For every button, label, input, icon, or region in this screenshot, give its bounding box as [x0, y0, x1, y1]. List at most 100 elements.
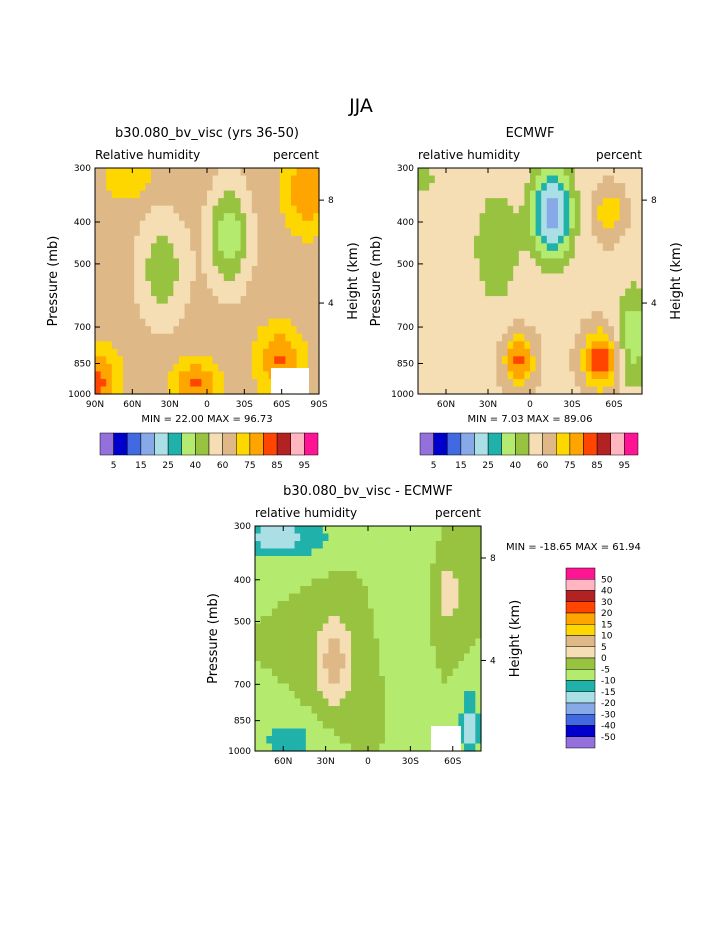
field-cell	[207, 356, 214, 365]
field-cell	[541, 356, 548, 365]
field-cell	[263, 348, 270, 357]
field-cell	[373, 728, 380, 737]
field-cell	[541, 198, 548, 207]
field-cell	[591, 220, 598, 229]
field-cell	[305, 586, 313, 595]
field-cell	[139, 265, 146, 275]
field-cell	[630, 348, 637, 357]
colorbar-swatch	[624, 432, 639, 456]
field-cell	[307, 371, 314, 380]
field-cell	[574, 386, 581, 395]
field-cell	[546, 303, 553, 312]
field-cell	[597, 371, 604, 380]
field-cell	[390, 721, 397, 730]
field-cell	[569, 243, 576, 252]
field-cell	[591, 303, 598, 312]
field-cell	[569, 205, 576, 214]
field-cell	[294, 676, 301, 685]
field-cell	[311, 743, 318, 752]
field-cell	[268, 326, 275, 335]
field-cell	[390, 526, 397, 535]
field-cell	[313, 326, 320, 335]
field-cell	[266, 623, 273, 632]
field-cell	[266, 653, 273, 662]
field-cell	[240, 250, 247, 259]
field-cell	[151, 228, 158, 237]
field-cell	[490, 198, 497, 207]
contour-field	[95, 168, 320, 395]
field-cell	[373, 526, 380, 535]
field-cell	[274, 235, 281, 244]
field-cell	[619, 386, 626, 395]
field-cell	[302, 205, 309, 214]
field-cell	[201, 190, 208, 199]
field-cell	[502, 311, 509, 320]
field-cell	[240, 198, 247, 207]
field-cell	[123, 378, 130, 388]
field-cell	[167, 281, 174, 290]
field-cell	[362, 736, 369, 745]
field-cell	[195, 190, 202, 199]
field-cell	[260, 676, 267, 685]
field-cell	[195, 273, 202, 282]
field-cell	[156, 273, 163, 282]
field-cell	[447, 586, 454, 595]
field-cell	[490, 296, 497, 305]
field-cell	[580, 198, 587, 207]
field-cell	[485, 281, 492, 290]
field-cell	[418, 273, 425, 282]
field-cell	[569, 175, 576, 184]
field-cell	[423, 348, 430, 357]
y2-tick-label: 8	[328, 196, 334, 206]
field-cell	[162, 258, 169, 267]
field-cell	[296, 228, 303, 237]
field-cell	[586, 341, 593, 350]
field-cell	[307, 303, 314, 312]
field-cell	[373, 631, 380, 640]
field-cell	[474, 273, 481, 282]
field-cell	[468, 198, 475, 207]
field-cell	[255, 736, 262, 745]
field-cell	[390, 541, 397, 550]
field-cell	[305, 608, 313, 617]
field-cell	[447, 698, 454, 707]
field-cell	[134, 198, 141, 207]
field-cell	[117, 190, 124, 199]
field-cell	[435, 556, 443, 565]
field-cell	[451, 265, 458, 275]
field-cell	[128, 311, 135, 320]
field-cell	[218, 311, 225, 320]
field-cell	[277, 623, 284, 632]
field-cell	[288, 556, 296, 565]
field-cell	[339, 616, 346, 625]
field-cell	[597, 243, 604, 252]
field-cell	[630, 318, 637, 327]
field-cell	[563, 258, 570, 267]
field-cell	[212, 326, 219, 335]
field-cell	[474, 183, 481, 192]
field-cell	[257, 341, 264, 350]
field-cell	[407, 571, 414, 580]
field-cell	[407, 736, 414, 745]
field-cell	[123, 175, 130, 184]
field-cell	[128, 296, 135, 305]
field-cell	[513, 333, 520, 342]
field-cell	[334, 541, 341, 550]
y-axis-label: Pressure (mb)	[206, 593, 221, 684]
field-cell	[229, 386, 236, 395]
field-cell	[285, 273, 292, 282]
field-cell	[423, 326, 430, 335]
field-cell	[134, 220, 141, 229]
field-cell	[212, 378, 219, 388]
field-cell	[151, 265, 158, 275]
field-cell	[580, 311, 587, 320]
field-cell	[518, 220, 525, 229]
field-cell	[446, 220, 453, 229]
field-cell	[441, 646, 448, 655]
field-cell	[468, 183, 475, 192]
field-cell	[563, 318, 570, 327]
field-cell	[167, 250, 174, 259]
field-cell	[469, 691, 476, 700]
field-cell	[322, 586, 330, 595]
